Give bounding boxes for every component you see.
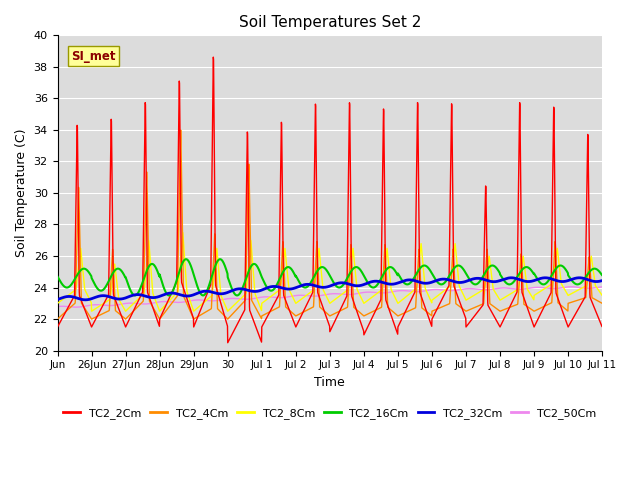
TC2_4Cm — [226, 314, 234, 320]
TC2_32Cm — [598, 278, 606, 284]
TC2_2Cm — [54, 324, 61, 330]
TC2_16Cm — [525, 265, 532, 271]
Line: TC2_4Cm: TC2_4Cm — [58, 130, 602, 319]
TC2_50Cm — [598, 284, 606, 290]
TC2_50Cm — [494, 286, 502, 291]
TC2_16Cm — [363, 278, 371, 284]
TC2_2Cm — [363, 326, 371, 332]
TC2_4Cm — [525, 304, 532, 310]
TC2_8Cm — [226, 306, 234, 312]
TC2_8Cm — [179, 230, 187, 236]
TC2_32Cm — [494, 278, 502, 284]
TC2_16Cm — [591, 266, 598, 272]
TC2_8Cm — [88, 308, 95, 314]
TC2_32Cm — [226, 289, 234, 295]
TC2_50Cm — [363, 289, 371, 295]
TC2_4Cm — [363, 312, 371, 318]
TC2_8Cm — [591, 277, 598, 283]
TC2_2Cm — [598, 324, 606, 329]
TC2_2Cm — [108, 161, 116, 167]
TC2_16Cm — [54, 274, 61, 279]
TC2_4Cm — [591, 296, 598, 302]
Text: SI_met: SI_met — [71, 49, 116, 62]
TC2_50Cm — [567, 284, 575, 289]
TC2_2Cm — [494, 320, 502, 326]
Line: TC2_2Cm: TC2_2Cm — [58, 57, 602, 343]
TC2_8Cm — [494, 294, 502, 300]
TC2_8Cm — [363, 298, 371, 304]
Line: TC2_16Cm: TC2_16Cm — [58, 259, 602, 295]
TC2_4Cm — [54, 316, 61, 322]
TC2_4Cm — [494, 307, 502, 312]
TC2_4Cm — [177, 127, 184, 133]
TC2_32Cm — [54, 297, 61, 302]
TC2_32Cm — [591, 278, 598, 284]
TC2_32Cm — [363, 281, 371, 287]
Line: TC2_8Cm: TC2_8Cm — [58, 233, 602, 311]
TC2_50Cm — [72, 304, 80, 310]
TC2_50Cm — [108, 302, 116, 308]
TC2_16Cm — [598, 272, 606, 278]
TC2_4Cm — [108, 260, 116, 265]
TC2_2Cm — [591, 306, 598, 312]
TC2_16Cm — [131, 292, 139, 298]
TC2_16Cm — [494, 267, 502, 273]
TC2_16Cm — [226, 280, 234, 286]
TC2_8Cm — [54, 300, 61, 306]
TC2_2Cm — [224, 340, 232, 346]
TC2_50Cm — [226, 296, 234, 301]
TC2_2Cm — [525, 309, 532, 314]
TC2_50Cm — [54, 304, 61, 310]
Line: TC2_50Cm: TC2_50Cm — [58, 287, 602, 307]
TC2_50Cm — [525, 286, 532, 291]
Line: TC2_32Cm: TC2_32Cm — [58, 278, 602, 300]
TC2_2Cm — [209, 54, 217, 60]
TC2_2Cm — [226, 336, 234, 341]
TC2_8Cm — [525, 288, 532, 294]
TC2_50Cm — [591, 285, 598, 291]
TC2_8Cm — [598, 292, 606, 298]
TC2_16Cm — [182, 256, 190, 262]
TC2_32Cm — [81, 297, 89, 303]
TC2_32Cm — [508, 275, 515, 281]
TC2_32Cm — [525, 279, 532, 285]
Title: Soil Temperatures Set 2: Soil Temperatures Set 2 — [239, 15, 421, 30]
TC2_32Cm — [108, 295, 116, 300]
Y-axis label: Soil Temperature (C): Soil Temperature (C) — [15, 129, 28, 257]
X-axis label: Time: Time — [314, 376, 345, 389]
Legend: TC2_2Cm, TC2_4Cm, TC2_8Cm, TC2_16Cm, TC2_32Cm, TC2_50Cm: TC2_2Cm, TC2_4Cm, TC2_8Cm, TC2_16Cm, TC2… — [59, 404, 601, 423]
TC2_8Cm — [108, 280, 116, 286]
TC2_16Cm — [108, 272, 116, 278]
TC2_4Cm — [598, 300, 606, 306]
